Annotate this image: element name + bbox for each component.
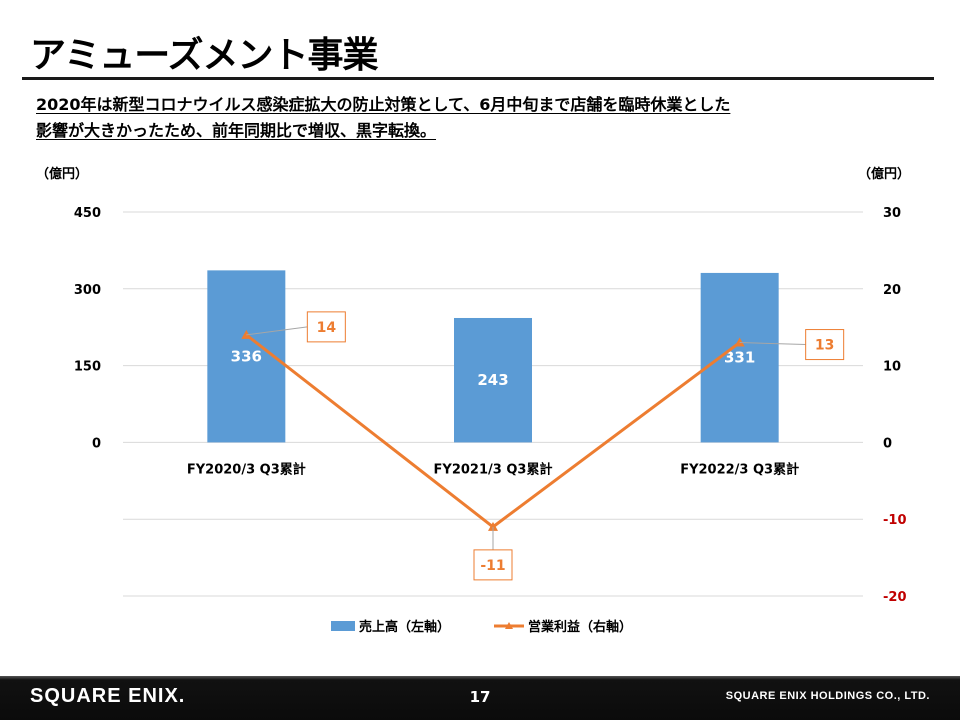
line-marker [488, 521, 498, 531]
bar-data-label: 331 [724, 349, 755, 367]
bar-data-label: 336 [231, 347, 262, 365]
right-axis-tick-label: 30 [883, 206, 901, 221]
right-axis-tick-label: -10 [883, 513, 907, 528]
right-axis-tick-label: 20 [883, 283, 901, 298]
bar-sales [454, 317, 532, 443]
page-number: 17 [469, 688, 491, 706]
left-axis-tick-label: 150 [74, 360, 101, 375]
subtitle-line-1: 2020年は新型コロナウイルス感染症拡大の防止対策として、6月中旬まで店舗を臨時… [36, 95, 731, 114]
line-data-label: -11 [480, 558, 505, 574]
square-enix-logo: SQUARE ENIX. [30, 685, 186, 707]
category-label: FY2020/3 Q3累計 [187, 461, 306, 477]
footer-bar: SQUARE ENIX. 17 SQUARE ENIX HOLDINGS CO.… [0, 676, 960, 720]
right-axis-tick-label: -20 [883, 590, 907, 605]
left-axis-tick-label: 300 [74, 283, 101, 298]
legend-swatch-sales [331, 621, 355, 631]
left-axis-tick-label: 450 [74, 206, 101, 221]
line-marker [734, 337, 745, 347]
line-data-label: 14 [317, 320, 337, 336]
right-axis-unit-label: （億円） [858, 166, 910, 182]
bar-data-label: 243 [477, 371, 508, 389]
callout-leader [246, 326, 308, 336]
legend-marker-operating-income [505, 622, 513, 629]
bar-sales [700, 272, 779, 443]
chart: 0 150 300 450 -20 -10 0 10 20 30 （億円） （億円） 336 FY2020… [36, 166, 910, 635]
category-label: FY2022/3 Q3累計 [680, 461, 799, 477]
subtitle-line-2: 影響が大きかったため、前年同期比で増収、黒字転換。 [36, 121, 437, 140]
left-axis-tick-label: 0 [92, 436, 101, 451]
callout-leader [739, 342, 806, 346]
right-axis-tick-label: 10 [883, 360, 901, 375]
slide-title: アミューズメント事業 [30, 35, 378, 76]
legend-label-operating-income: 営業利益（右軸） [528, 619, 632, 635]
callout-box [306, 311, 346, 343]
category-label: FY2021/3 Q3累計 [434, 461, 553, 477]
company-name: SQUARE ENIX HOLDINGS CO., LTD. [725, 690, 930, 702]
callout-box [473, 549, 513, 581]
legend-label-sales: 売上高（左軸） [359, 619, 450, 635]
slide-subtitle: 2020年は新型コロナウイルス感染症拡大の防止対策として、6月中旬まで店舗を臨時… [36, 92, 896, 144]
callout-box [805, 329, 845, 361]
left-axis-unit-label: （億円） [36, 166, 88, 182]
title-divider [22, 77, 934, 80]
line-data-label: 13 [815, 338, 834, 354]
right-axis-tick-label: 0 [883, 436, 892, 451]
